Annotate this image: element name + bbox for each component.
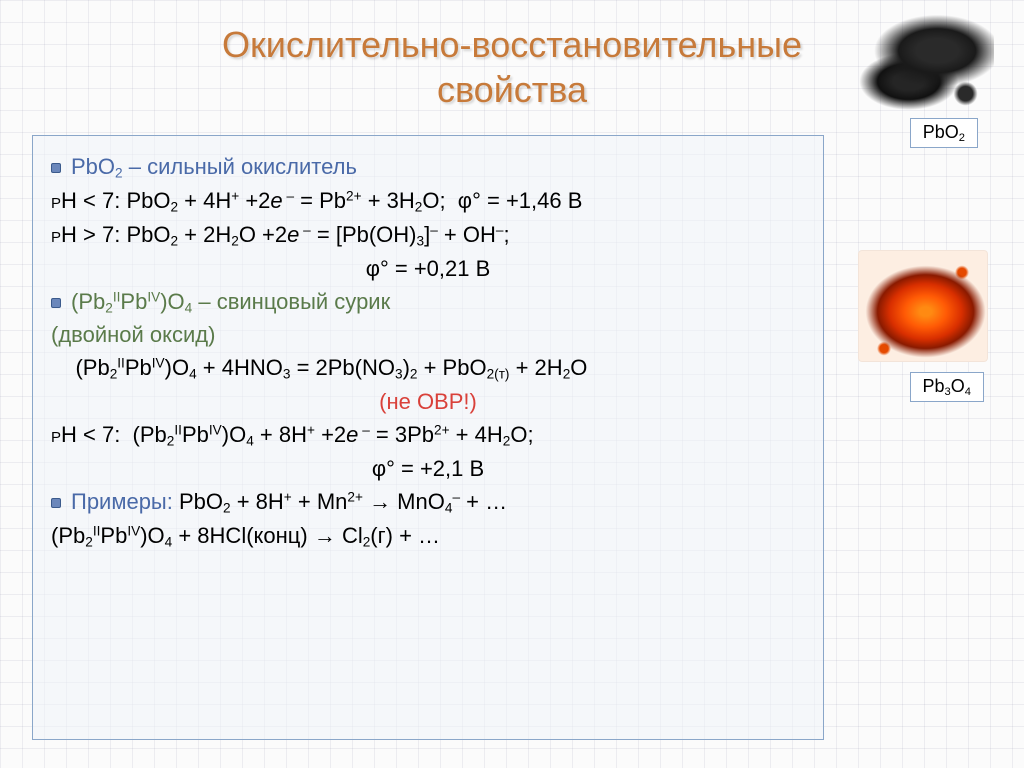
pb3o4-label-box: Pb3O4 [910,372,984,402]
content-text: (Pb2IIPbIV)O4 + 4HNO3 = 2Pb(NO3)2 + PbO2… [51,355,587,380]
pbo2-sample-image [852,10,994,112]
content-line-5: (двойной оксид) [51,318,805,351]
content-line-6: (Pb2IIPbIV)O4 + 4HNO3 = 2Pb(NO3)2 + PbO2… [51,351,805,385]
content-text: (Pb2IIPbIV)O4 – свинцовый сурик [71,289,390,314]
content-panel: PbO2 – сильный окислитель pH < 7: PbO2 + … [32,135,824,740]
content-line-2: pH > 7: PbO2 + 2H2O +2e – = [Pb(OH)3]– +… [51,218,805,252]
pbo2-label: PbO2 [923,122,965,142]
content-text: φ° = +2,1 В [372,456,484,481]
content-line-7: (не ОВР!) [51,385,805,418]
content-line-0: PbO2 – сильный окислитель [51,150,805,184]
content-text: (Pb2IIPbIV)O4 + 8HCl(конц) → Cl2(г) + … [51,523,440,548]
pbo2-label-box: PbO2 [910,118,978,148]
bullet-icon [51,163,61,173]
pb3o4-sample-image [858,250,988,362]
content-line-10: Примеры: PbO2 + 8H+ + Mn2+ → MnO4– + … [51,485,805,519]
content-text: PbO2 – сильный окислитель [71,154,357,179]
content-line-8: pH < 7: (Pb2IIPbIV)O4 + 8H+ +2e – = 3Pb2… [51,418,805,452]
content-line-3: φ° = +0,21 В [51,252,805,285]
pb3o4-label: Pb3O4 [923,376,971,396]
content-line-1: pH < 7: PbO2 + 4H+ +2e – = Pb2+ + 3H2O; … [51,184,805,218]
content-text: Примеры: PbO2 + 8H+ + Mn2+ → MnO4– + … [71,489,507,514]
title-line-2: свойства [437,69,587,110]
content-line-9: φ° = +2,1 В [51,452,805,485]
content-text: φ° = +0,21 В [366,256,491,281]
title-line-1: Окислительно-восстановительные [222,24,802,65]
content-text: (не ОВР!) [379,389,477,414]
bullet-icon [51,498,61,508]
content-line-11: (Pb2IIPbIV)O4 + 8HCl(конц) → Cl2(г) + … [51,519,805,553]
content-text: (двойной оксид) [51,322,215,347]
content-text: pH < 7: PbO2 + 4H+ +2e – = Pb2+ + 3H2O; … [51,188,582,213]
content-text: pH < 7: (Pb2IIPbIV)O4 + 8H+ +2e – = 3Pb2… [51,422,534,447]
content-line-4: (Pb2IIPbIV)O4 – свинцовый сурик [51,285,805,319]
bullet-icon [51,298,61,308]
content-text: pH > 7: PbO2 + 2H2O +2e – = [Pb(OH)3]– +… [51,222,510,247]
